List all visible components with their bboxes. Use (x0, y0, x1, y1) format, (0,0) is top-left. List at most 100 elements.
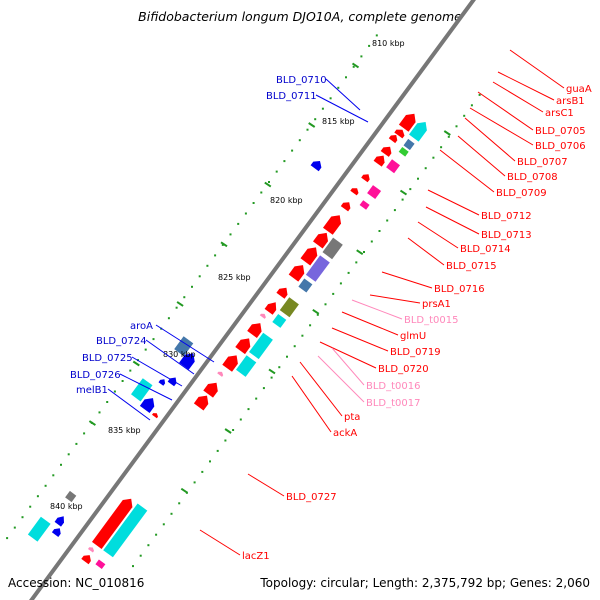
cds-gene-prsA1[interactable] (264, 302, 277, 315)
cds-gene-bld0705[interactable] (380, 146, 392, 157)
cog-gene-arsB1[interactable] (403, 138, 415, 151)
feature-label-pta[interactable]: pta (344, 412, 360, 423)
cog-gene-840-blue-a[interactable] (54, 516, 64, 527)
cog-gene-bld0716[interactable] (279, 297, 299, 318)
leader-line (439, 149, 495, 193)
cds-gene-bld0727[interactable] (92, 498, 133, 549)
cog-gene-bld0720[interactable] (236, 355, 257, 377)
feature-label-bld_0708[interactable]: BLD_0708 (507, 172, 558, 183)
cds-gene-bld0719[interactable] (235, 338, 251, 355)
cds-gene-bld0720[interactable] (222, 355, 238, 372)
cog-gene-bld0719[interactable] (249, 332, 273, 360)
feature-label-bld_0707[interactable]: BLD_0707 (517, 157, 568, 168)
feature-label-bld_0724[interactable]: BLD_0724 (96, 336, 147, 347)
leader-line (145, 339, 195, 375)
feature-label-bld_0711[interactable]: BLD_0711 (266, 91, 317, 102)
tick-dot (339, 282, 342, 285)
cog-gene-bld0715[interactable] (298, 278, 313, 293)
tick-dot (29, 505, 32, 508)
cds-gene-bld0707[interactable] (361, 174, 370, 183)
cds-gene-bld0716[interactable] (276, 287, 288, 299)
cds-gene-arsC1[interactable] (388, 135, 398, 144)
cog-gene-bld0725[interactable] (167, 377, 177, 387)
cog-gene-lacZ1[interactable] (95, 559, 106, 570)
leader-line (247, 473, 285, 497)
cds-gene-bld0708[interactable] (350, 188, 359, 196)
cog-gene-bld0724[interactable] (179, 353, 195, 370)
feature-label-bld_0706[interactable]: BLD_0706 (535, 141, 586, 152)
cog-gene-840-blue-b[interactable] (51, 528, 61, 537)
tick-dot (293, 345, 296, 348)
feature-label-arsc1[interactable]: arsC1 (545, 108, 574, 119)
feature-label-arsb1[interactable]: arsB1 (556, 96, 585, 107)
feature-label-bld_0705[interactable]: BLD_0705 (535, 126, 586, 137)
trna-gene-bld-t0017[interactable] (88, 547, 94, 553)
cds-gene-bld0709[interactable] (340, 202, 351, 212)
trna-gene-bld-t0016[interactable] (217, 371, 224, 377)
feature-label-bld_t0016[interactable]: BLD_t0016 (366, 381, 421, 392)
cds-gene-bld0706[interactable] (373, 155, 385, 167)
leader-line (199, 529, 241, 556)
cog-gene-bld0713[interactable] (322, 237, 343, 260)
cds-gene-lacZ1[interactable] (81, 555, 91, 565)
major-tick (88, 420, 96, 426)
feature-label-bld_t0015[interactable]: BLD_t0015 (404, 315, 459, 326)
cog-gene-bld0726[interactable] (158, 379, 166, 386)
leader-line (492, 81, 544, 113)
cog-gene-melB1-cds[interactable] (139, 398, 155, 413)
feature-label-prsa1[interactable]: prsA1 (422, 299, 451, 310)
major-tick (443, 130, 451, 136)
cog-gene-guaA[interactable] (409, 122, 427, 142)
cds-gene-glmU[interactable] (247, 323, 262, 338)
leader-line (509, 49, 565, 89)
leader-line (457, 135, 506, 177)
tick-dot (13, 526, 16, 529)
cog-gene-bld0710[interactable] (310, 161, 322, 172)
cog-gene-bld0714[interactable] (305, 255, 330, 282)
cog-gene-bld0708[interactable] (359, 200, 370, 210)
feature-label-bld_0727[interactable]: BLD_0727 (286, 492, 337, 503)
cds-gene-ackA[interactable] (193, 395, 209, 411)
feature-label-bld_0713[interactable]: BLD_0713 (481, 230, 532, 241)
feature-label-bld_0719[interactable]: BLD_0719 (390, 347, 441, 358)
feature-label-bld_0720[interactable]: BLD_0720 (378, 364, 429, 375)
tick-dot (175, 306, 178, 309)
cog-gene-glmU[interactable] (272, 314, 287, 328)
feature-label-bld_0726[interactable]: BLD_0726 (70, 370, 121, 381)
feature-label-acka[interactable]: ackA (333, 428, 357, 439)
cds-gene-guaA[interactable] (398, 113, 416, 132)
feature-label-bld_0712[interactable]: BLD_0712 (481, 211, 532, 222)
feature-label-glmu[interactable]: glmU (400, 331, 426, 342)
cog-gene-arsC1[interactable] (398, 147, 409, 157)
trna-gene-bld-t0015[interactable] (259, 313, 266, 319)
cog-gene-bld0727[interactable] (103, 503, 148, 558)
cds-gene-arsB1[interactable] (394, 129, 405, 139)
feature-label-aroa[interactable]: aroA (130, 321, 153, 332)
tick-dot (260, 191, 263, 194)
feature-label-lacz1[interactable]: lacZ1 (242, 551, 270, 562)
tick-dot (75, 442, 78, 445)
cds-gene-small[interactable] (152, 413, 158, 419)
scale-tick-label: 815 kbp (322, 117, 355, 126)
cds-gene-bld0713[interactable] (313, 232, 328, 249)
feature-label-bld_0714[interactable]: BLD_0714 (460, 244, 511, 255)
cog-gene-840-cyan[interactable] (27, 516, 51, 542)
cds-gene-bld0714[interactable] (300, 247, 318, 266)
feature-label-bld_t0017[interactable]: BLD_t0017 (366, 398, 421, 409)
cds-gene-pta[interactable] (203, 382, 218, 398)
feature-label-bld_0710[interactable]: BLD_0710 (276, 75, 327, 86)
feature-label-bld_0715[interactable]: BLD_0715 (446, 261, 497, 272)
cds-gene-bld0715[interactable] (288, 265, 305, 282)
cog-gene-bld0705[interactable] (386, 159, 400, 174)
feature-label-bld_0725[interactable]: BLD_0725 (82, 353, 133, 364)
cds-gene-bld0712[interactable] (323, 215, 341, 235)
cog-gene-bld0707[interactable] (367, 185, 382, 199)
feature-label-bld_0716[interactable]: BLD_0716 (434, 284, 485, 295)
feature-label-bld_0709[interactable]: BLD_0709 (496, 188, 547, 199)
feature-label-guaa[interactable]: guaA (566, 84, 592, 95)
cog-gene-melB1[interactable] (131, 378, 153, 402)
cog-gene-aroA[interactable] (174, 336, 194, 357)
cog-gene-840-grey[interactable] (65, 490, 77, 503)
feature-label-melb1[interactable]: melB1 (76, 385, 108, 396)
tick-dot (270, 376, 273, 379)
